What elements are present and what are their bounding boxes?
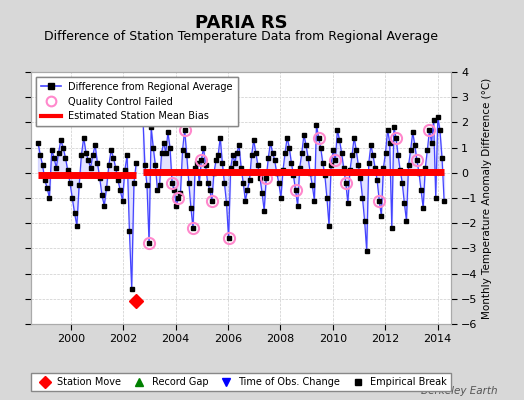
Text: Difference of Station Temperature Data from Regional Average: Difference of Station Temperature Data f… (44, 30, 438, 43)
Text: Berkeley Earth: Berkeley Earth (421, 386, 498, 396)
Legend: Difference from Regional Average, Quality Control Failed, Estimated Station Mean: Difference from Regional Average, Qualit… (36, 77, 238, 126)
Text: PARIA RS: PARIA RS (195, 14, 287, 32)
Legend: Station Move, Record Gap, Time of Obs. Change, Empirical Break: Station Move, Record Gap, Time of Obs. C… (31, 373, 451, 391)
Y-axis label: Monthly Temperature Anomaly Difference (°C): Monthly Temperature Anomaly Difference (… (482, 77, 492, 319)
